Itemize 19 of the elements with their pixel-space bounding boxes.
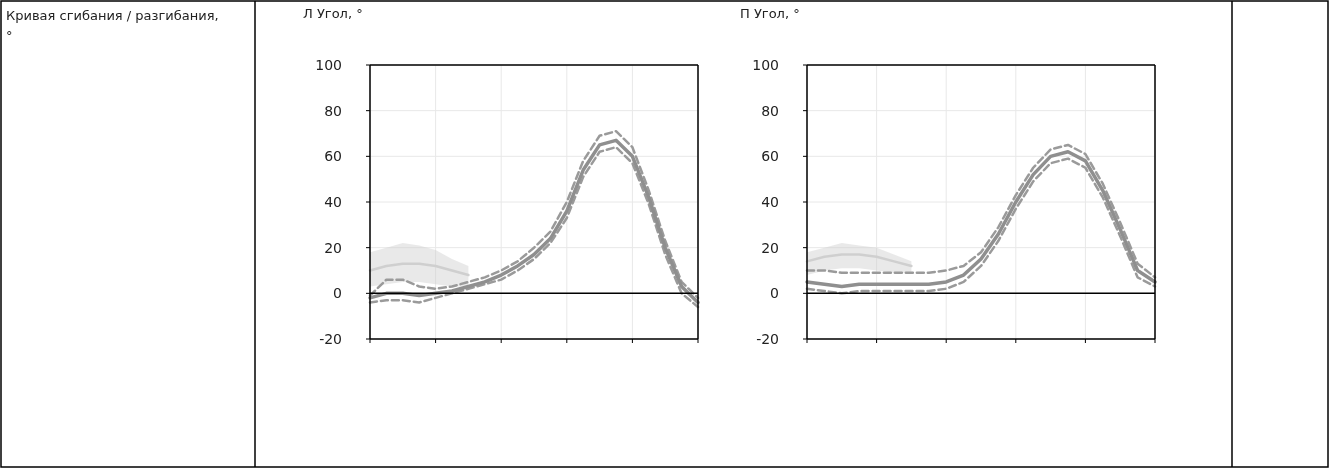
line-series [805, 253, 913, 268]
y-tick-label: 40 [761, 193, 779, 210]
y-tick-label: 60 [324, 148, 342, 165]
y-tick-label: 0 [333, 285, 342, 302]
y-tick-label: -20 [756, 330, 779, 347]
y-tick-label: 60 [761, 148, 779, 165]
chart-title: Л Угол, ° [303, 6, 363, 21]
y-tick-label: 100 [315, 56, 342, 73]
y-tick-label: 20 [324, 239, 342, 256]
text: Кривая сгибания / разгибания, ° [6, 8, 219, 43]
line-series [368, 262, 470, 277]
y-tick-label: 0 [770, 285, 779, 302]
chart-title: П Угол, ° [740, 6, 800, 21]
y-tick-label: 80 [324, 102, 342, 119]
y-tick-label: -20 [319, 330, 342, 347]
y-tick-label: 40 [324, 193, 342, 210]
y-tick-label: 80 [761, 102, 779, 119]
y-tick-label: 100 [752, 56, 779, 73]
y-tick-label: 20 [761, 239, 779, 256]
